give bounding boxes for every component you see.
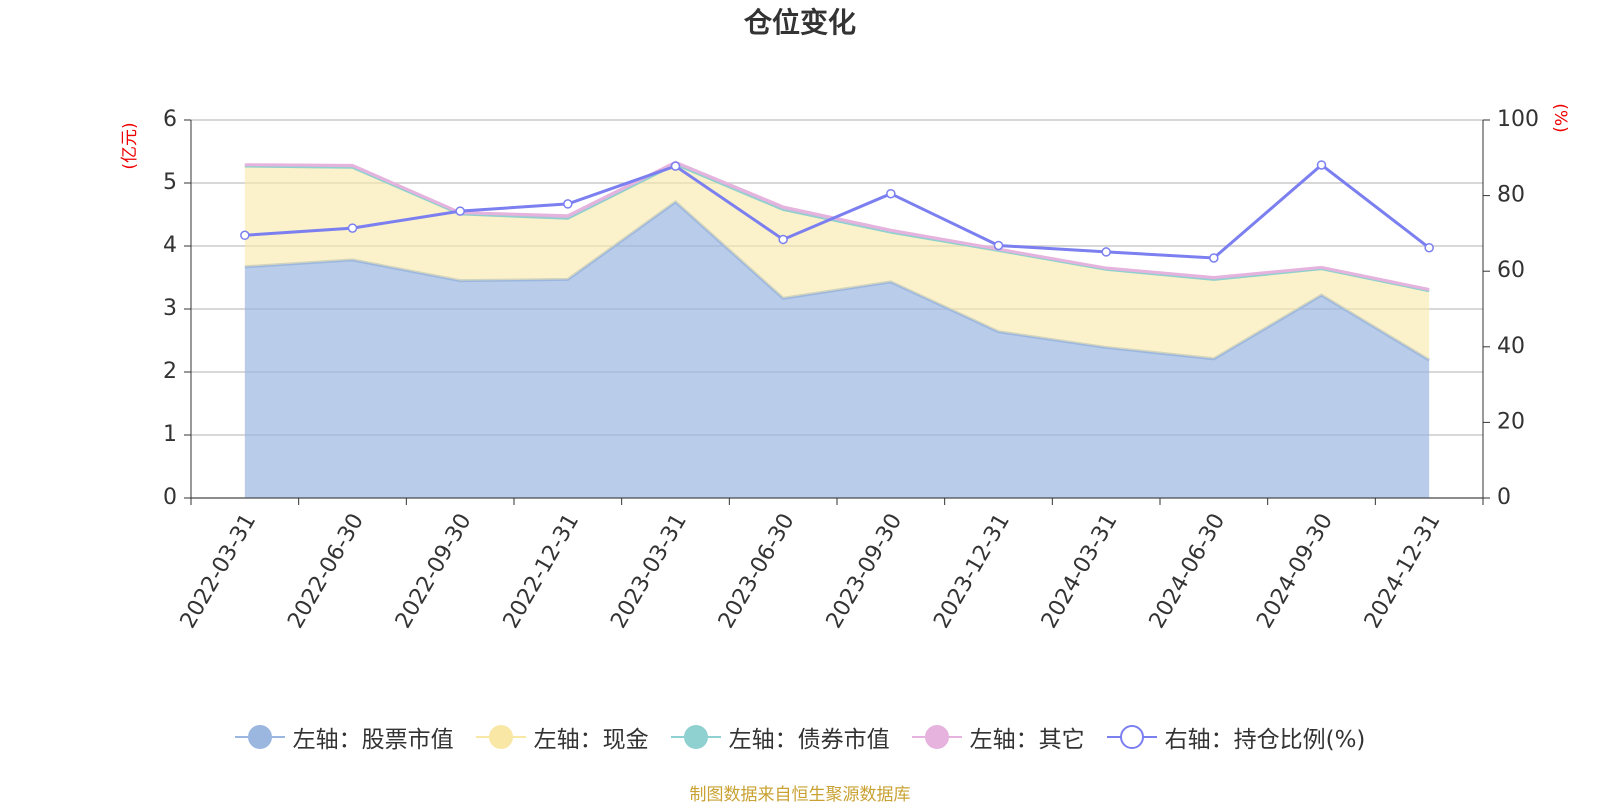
y2-tick-label: 0: [1497, 485, 1511, 510]
y2-tick-label: 80: [1497, 183, 1525, 208]
line-point: [347, 223, 358, 233]
chart: 仓位变化 (亿元) (%) 01234560204060801002022-03…: [120, 6, 1570, 633]
x-tick-label: 2024-03-31: [1037, 510, 1123, 633]
area-fill: [244, 164, 1430, 361]
line-point: [1424, 243, 1434, 253]
y-tick-label: 5: [163, 170, 177, 195]
x-tick-label: 2022-09-30: [391, 510, 477, 633]
y-tick-label: 4: [163, 233, 177, 258]
x-tick-label: 2022-03-31: [176, 510, 262, 633]
x-tick-label: 2024-12-31: [1360, 510, 1446, 633]
legend-label: 左轴：债券市值: [728, 727, 890, 753]
line-point: [778, 234, 788, 245]
line-point: [563, 199, 573, 209]
legend-icon: [1106, 725, 1157, 749]
line-point: [886, 188, 896, 199]
legend-icon: [234, 725, 285, 749]
legend-item[interactable]: 左轴：其它: [911, 720, 1085, 754]
line-point: [455, 206, 465, 216]
x-tick-label: 2024-09-30: [1252, 510, 1338, 633]
y2-tick-label: 100: [1497, 107, 1539, 132]
area-fill: [244, 201, 1430, 498]
legend-label: 左轴：现金: [533, 727, 649, 753]
y-tick-label: 6: [163, 107, 177, 132]
line-point: [240, 230, 250, 241]
y2-tick-label: 40: [1497, 334, 1525, 359]
y2-tick-label: 60: [1497, 258, 1525, 283]
legend-label: 左轴：股票市值: [292, 727, 454, 753]
legend-marker: [924, 725, 949, 749]
y-tick-label: 3: [163, 296, 177, 321]
legend-marker: [1119, 725, 1144, 749]
legend-label: 右轴：持仓比例(%): [1164, 727, 1366, 753]
y-tick-label: 0: [163, 485, 177, 510]
line-point: [993, 240, 1004, 251]
y-tick-label: 1: [163, 422, 177, 447]
x-tick-label: 2022-12-31: [499, 510, 585, 633]
line-point: [1316, 160, 1327, 170]
x-tick-label: 2023-09-30: [822, 510, 908, 633]
area-line: [244, 160, 1430, 291]
x-tick-label: 2023-03-31: [606, 510, 692, 633]
y2-tick-label: 20: [1497, 409, 1525, 434]
legend: 左轴：股票市值 左轴：现金 左轴：债券市值 左轴：其它 右轴：持仓比例(%): [0, 720, 1600, 754]
x-tick-label: 2022-06-30: [283, 510, 369, 633]
x-tick-label: 2023-12-31: [929, 510, 1015, 633]
legend-item[interactable]: 左轴：股票市值: [234, 720, 454, 754]
y-tick-label: 2: [163, 359, 177, 384]
y-axis-label: (亿元): [120, 122, 140, 169]
x-tick-label: 2024-06-30: [1145, 510, 1231, 633]
legend-label: 左轴：其它: [969, 727, 1085, 753]
x-tick-label: 2023-06-30: [714, 510, 800, 633]
source-note: 制图数据来自恒生聚源数据库: [689, 785, 911, 805]
legend-marker: [488, 725, 513, 749]
legend-icon: [475, 725, 526, 749]
legend-marker: [683, 725, 708, 749]
legend-marker: [247, 725, 272, 749]
line: [244, 163, 1431, 260]
legend-item[interactable]: 右轴：持仓比例(%): [1106, 720, 1366, 754]
chart-title: 仓位变化: [744, 6, 856, 39]
y2-axis-label: (%): [1550, 103, 1570, 132]
legend-icon: [670, 725, 721, 749]
line-point: [670, 161, 681, 171]
line-point: [1209, 253, 1219, 263]
line-point: [1101, 247, 1111, 257]
legend-icon: [911, 725, 962, 749]
legend-item[interactable]: 左轴：现金: [475, 720, 649, 754]
legend-item[interactable]: 左轴：债券市值: [670, 720, 890, 754]
